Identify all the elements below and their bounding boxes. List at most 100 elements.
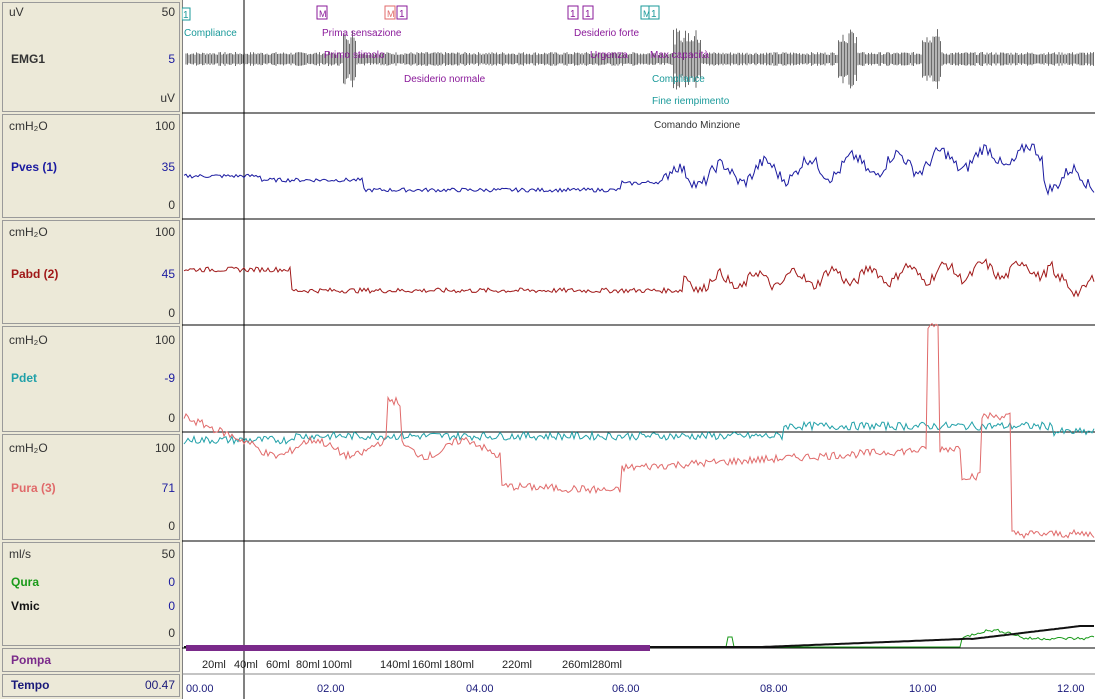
event-label-desiderio-forte: Desiderio forte [574,28,639,39]
event-marker[interactable]: 1 [648,5,660,20]
tempo-value: 00.47 [144,678,175,692]
scale-max: 100 [154,333,175,347]
channel-value-qura: 0 [168,575,175,589]
unit-label: cmH₂O [9,119,48,133]
scale-max: 50 [161,5,175,19]
event-labels: Compliance Prima sensazione Primo stimol… [184,28,741,131]
pabd-trace [183,258,1095,298]
scale-min: 0 [168,411,175,425]
tempo-panel[interactable]: Tempo 00.47 [2,674,180,697]
unit-label-bottom: uV [160,91,175,105]
qura-trace [184,628,1095,648]
channel-panel-pabd[interactable]: cmH₂O 100 Pabd (2) 45 0 [2,220,180,324]
event-marker[interactable]: 1 [182,7,191,21]
event-label-compliance: Compliance [184,28,237,39]
event-label-desiderio-normale: Desiderio normale [404,74,486,85]
scale-min: 0 [168,519,175,533]
volume-tick: 160ml [412,659,442,671]
channel-name: Pura (3) [11,481,56,495]
event-marker[interactable]: 1 [396,5,408,20]
volume-tick: 40ml [234,659,258,671]
time-tick: 00.00 [186,683,214,695]
volume-tick: 140ml [380,659,410,671]
event-marker[interactable]: M [384,5,396,20]
time-tick: 08.00 [760,683,788,695]
scale-min: 0 [168,306,175,320]
volume-tick: 260ml [562,659,592,671]
marker-label: M [643,9,651,19]
unit-label: cmH₂O [9,333,48,347]
pdet-trace [183,420,1095,446]
channel-name-qura: Qura [11,575,40,589]
volume-tick: 220ml [502,659,532,671]
volume-tick: 180ml [444,659,474,671]
time-axis: 00.00 02.00 04.00 06.00 08.00 10.00 12.0… [186,683,1085,695]
volume-tick: 280ml [592,659,622,671]
channel-value-vmic: 0 [168,599,175,613]
channel-value: 35 [161,160,175,174]
event-label-urgenza: Urgenza [590,50,628,61]
channel-panel-emg1[interactable]: uV 50 EMG1 5 uV [2,2,180,112]
channel-panel-pves[interactable]: cmH₂O 100 Pves (1) 35 0 [2,114,180,218]
scale-max: 50 [161,547,175,561]
channel-name-vmic: Vmic [11,599,40,613]
pompa-label: Pompa [11,653,52,667]
panel-separators [182,0,1095,699]
emg-signal [185,28,1094,90]
channel-value: 5 [168,52,175,66]
volume-tick: 60ml [266,659,290,671]
pura-trace [183,322,1095,540]
scale-min: 0 [168,626,175,640]
channel-name: EMG1 [11,52,46,66]
time-tick: 02.00 [317,683,345,695]
event-label-max-capacita: Max capacità [650,50,709,61]
volume-tick: 80ml [296,659,320,671]
unit-label: ml/s [9,547,31,561]
scale-max: 100 [154,119,175,133]
channel-value: 71 [161,481,175,495]
event-label-prima-sensazione: Prima sensazione [322,28,402,39]
trace-plot-area[interactable]: 1 M M 1 1 1 M [182,0,1095,699]
channel-name: Pdet [11,371,38,385]
volume-tick: 100ml [322,659,352,671]
tempo-label: Tempo [11,678,50,692]
marker-label: M [319,9,327,19]
unit-label: uV [9,5,24,19]
time-tick: 06.00 [612,683,640,695]
channel-panel-pura[interactable]: cmH₂O 100 Pura (3) 71 0 [2,434,180,540]
pompa-bar [186,645,650,651]
event-label-compliance-2: Compliance [652,74,705,85]
emg-trace [185,28,1094,90]
event-marker[interactable]: 1 [582,5,594,20]
channel-panel-flow[interactable]: ml/s 50 Qura 0 Vmic 0 0 [2,542,180,646]
time-tick: 10.00 [909,683,937,695]
marker-label: 1 [183,10,189,21]
volume-axis: 20ml 40ml 60ml 80ml 100ml 140ml 160ml 18… [202,659,622,671]
vmic-trace [184,625,1094,648]
trace-canvas[interactable]: 1 M M 1 1 1 M [182,0,1095,699]
event-marker[interactable]: 1 [567,5,579,20]
marker-label: 1 [570,9,576,20]
pompa-panel[interactable]: Pompa [2,648,180,672]
unit-label: cmH₂O [9,225,48,239]
time-tick: 12.00 [1057,683,1085,695]
unit-label: cmH₂O [9,441,48,455]
marker-label: 1 [651,9,657,20]
event-marker[interactable]: M [316,5,328,20]
channel-name: Pabd (2) [11,267,59,281]
channel-panel-pdet[interactable]: cmH₂O 100 Pdet -9 0 [2,326,180,432]
pves-trace [183,142,1095,196]
marker-label: 1 [585,9,591,20]
event-label-comando-minzione: Comando Minzione [654,120,741,131]
time-tick: 04.00 [466,683,494,695]
volume-tick: 20ml [202,659,226,671]
scale-min: 0 [168,198,175,212]
channel-value: -9 [164,371,175,385]
scale-max: 100 [154,225,175,239]
event-label-primo-stimolo: Primo stimolo [324,50,385,61]
event-markers: 1 M M 1 1 1 M [182,5,660,21]
channel-value: 45 [161,267,175,281]
channel-label-column: uV 50 EMG1 5 uV cmH₂O 100 Pves (1) 35 0 … [0,0,182,699]
marker-label: 1 [399,9,405,20]
event-label-fine-riempimento: Fine riempimento [652,96,730,107]
